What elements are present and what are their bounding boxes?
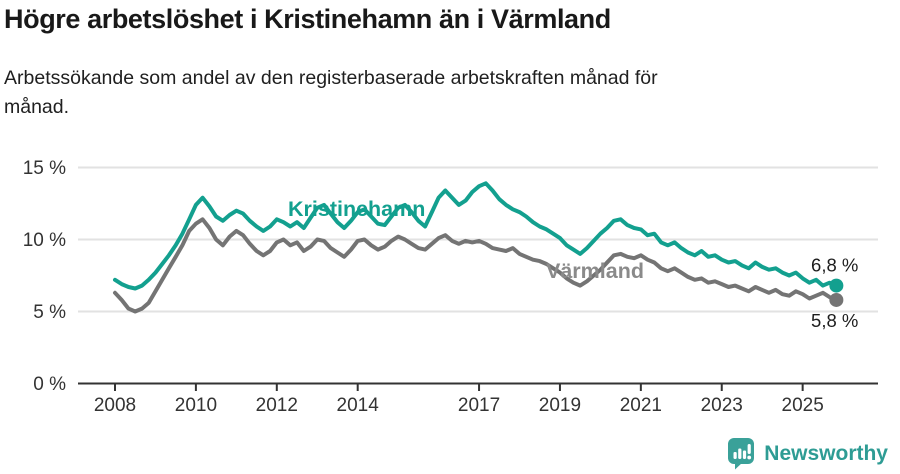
brand-name: Newsworthy <box>764 442 888 465</box>
chart-subtitle: Arbetssökande som andel av den registerb… <box>4 64 658 123</box>
series-line-värmland <box>113 217 839 314</box>
x-tick-label: 2025 <box>782 395 824 416</box>
newsworthy-bar-chart-bubble-icon <box>728 438 755 470</box>
chart-title: Högre arbetslöshet i Kristinehamn än i V… <box>4 4 611 34</box>
x-tick-label: 2021 <box>620 395 662 416</box>
y-tick-label: 15 % <box>23 158 66 179</box>
chart-subtitle-line2: månad. <box>4 96 70 119</box>
y-tick-label: 0 % <box>33 374 66 395</box>
y-tick-label: 5 % <box>33 302 66 323</box>
series-end-dot-kristinehamn <box>829 278 844 293</box>
series-end-value-label: 5,8 % <box>811 310 858 331</box>
series-end-value-label: 6,8 % <box>811 255 858 276</box>
y-tick-label: 10 % <box>23 230 66 251</box>
newsworthy-logo[interactable]: Newsworthy <box>728 438 888 470</box>
x-tick-label: 2010 <box>175 395 217 416</box>
x-tick-label: 2017 <box>458 395 500 416</box>
series-line-kristinehamn <box>113 181 839 291</box>
x-tick-label: 2008 <box>94 395 136 416</box>
x-tick-label: 2012 <box>256 395 298 416</box>
chart-subtitle-line1: Arbetssökande som andel av den registerb… <box>4 67 658 89</box>
x-tick-label: 2014 <box>337 395 380 416</box>
x-tick-label: 2023 <box>701 395 743 416</box>
x-tick-label: 2019 <box>539 395 581 416</box>
series-end-dot-värmland <box>829 292 844 307</box>
series-inline-label-kristinehamn: Kristinehamn <box>288 197 425 221</box>
series-inline-label-värmland: Värmland <box>546 259 644 283</box>
